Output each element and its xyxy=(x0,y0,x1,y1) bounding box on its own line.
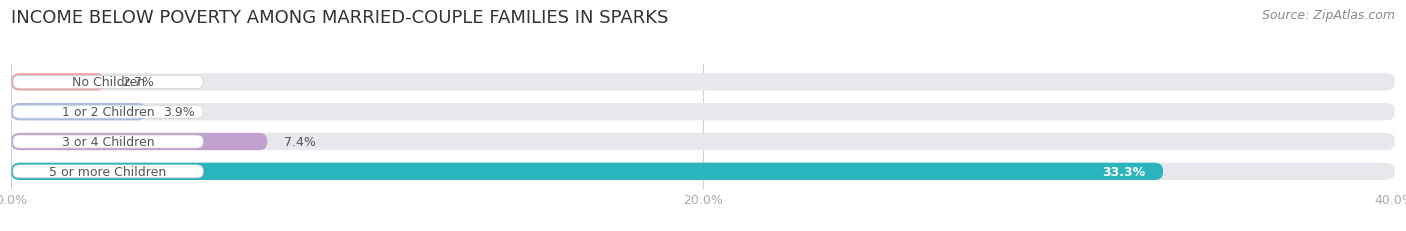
Text: No Children: No Children xyxy=(72,76,145,89)
FancyBboxPatch shape xyxy=(13,106,204,119)
FancyBboxPatch shape xyxy=(13,76,204,89)
Text: INCOME BELOW POVERTY AMONG MARRIED-COUPLE FAMILIES IN SPARKS: INCOME BELOW POVERTY AMONG MARRIED-COUPL… xyxy=(11,9,669,27)
Text: Source: ZipAtlas.com: Source: ZipAtlas.com xyxy=(1261,9,1395,22)
Text: 33.3%: 33.3% xyxy=(1102,165,1146,178)
Text: 2.7%: 2.7% xyxy=(122,76,153,89)
Text: 3 or 4 Children: 3 or 4 Children xyxy=(62,135,155,148)
FancyBboxPatch shape xyxy=(13,135,204,148)
FancyBboxPatch shape xyxy=(11,163,1395,180)
Text: 1 or 2 Children: 1 or 2 Children xyxy=(62,106,155,119)
FancyBboxPatch shape xyxy=(11,163,1163,180)
FancyBboxPatch shape xyxy=(11,103,1395,121)
FancyBboxPatch shape xyxy=(11,133,267,151)
Text: 7.4%: 7.4% xyxy=(284,135,316,148)
FancyBboxPatch shape xyxy=(11,74,104,91)
Text: 3.9%: 3.9% xyxy=(163,106,195,119)
FancyBboxPatch shape xyxy=(13,165,204,178)
FancyBboxPatch shape xyxy=(11,74,1395,91)
Text: 5 or more Children: 5 or more Children xyxy=(49,165,167,178)
FancyBboxPatch shape xyxy=(11,103,146,121)
FancyBboxPatch shape xyxy=(11,133,1395,151)
